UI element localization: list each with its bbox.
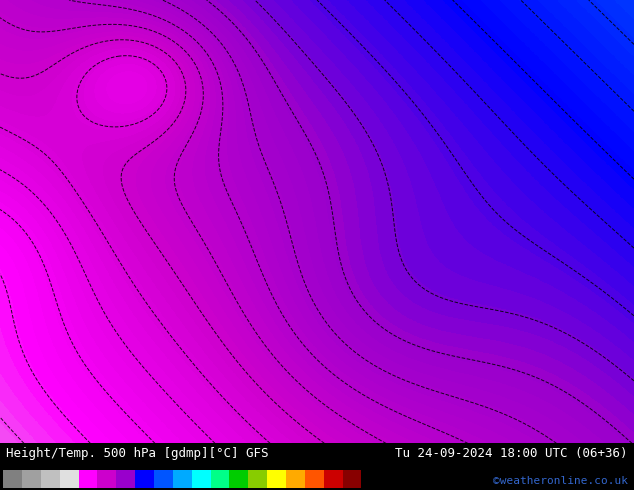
Bar xyxy=(154,470,173,488)
Bar xyxy=(22,470,41,488)
Bar xyxy=(305,470,324,488)
Text: Tu 24-09-2024 18:00 UTC (06+36): Tu 24-09-2024 18:00 UTC (06+36) xyxy=(395,447,628,460)
Bar xyxy=(210,470,230,488)
Bar xyxy=(41,470,60,488)
Bar xyxy=(286,470,305,488)
Bar xyxy=(116,470,135,488)
Bar xyxy=(342,470,361,488)
Bar xyxy=(230,470,249,488)
Bar xyxy=(191,470,210,488)
Bar xyxy=(249,470,267,488)
Bar xyxy=(3,470,22,488)
Text: Height/Temp. 500 hPa [gdmp][°C] GFS: Height/Temp. 500 hPa [gdmp][°C] GFS xyxy=(6,447,269,460)
Bar xyxy=(60,470,79,488)
Bar xyxy=(79,470,98,488)
Bar xyxy=(98,470,116,488)
Bar xyxy=(173,470,191,488)
Bar xyxy=(324,470,342,488)
Bar xyxy=(135,470,154,488)
Text: ©weatheronline.co.uk: ©weatheronline.co.uk xyxy=(493,476,628,486)
Bar xyxy=(267,470,286,488)
